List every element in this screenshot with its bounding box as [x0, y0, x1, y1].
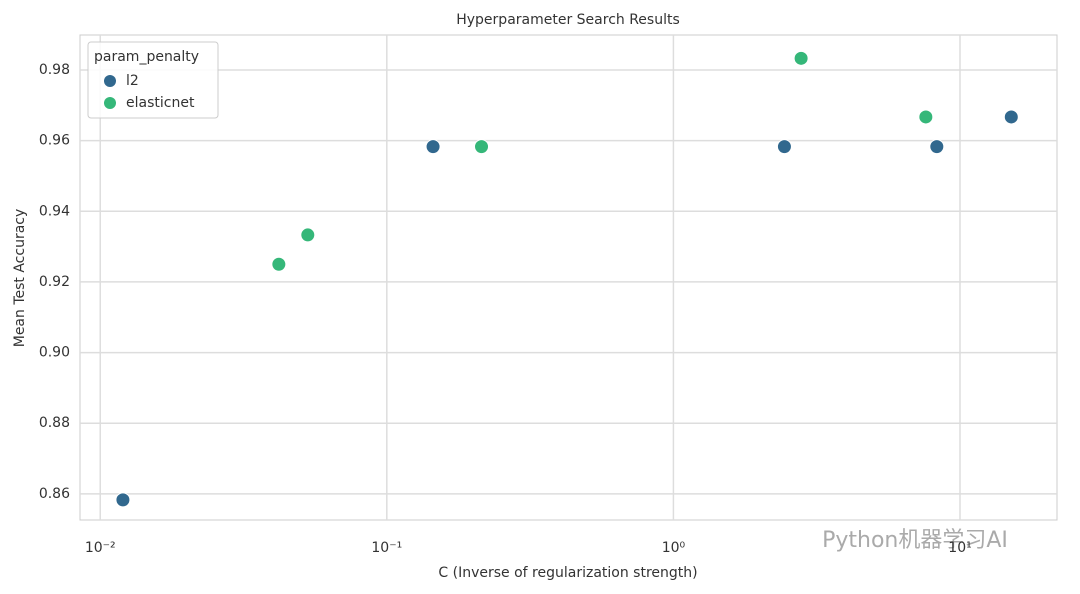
point [793, 50, 809, 66]
point [271, 256, 287, 272]
y-tick-label: 0.92 [39, 274, 70, 290]
point [776, 139, 792, 155]
y-tick-label: 0.88 [39, 415, 70, 431]
y-tick-label: 0.90 [39, 345, 70, 361]
x-axis-label: C (Inverse of regularization strength) [438, 565, 697, 581]
point [929, 139, 945, 155]
legend-marker [104, 97, 116, 109]
point [474, 139, 490, 155]
x-tick-label: 10⁻¹ [371, 540, 402, 556]
y-tick-label: 0.96 [39, 133, 70, 149]
point [300, 227, 316, 243]
x-tick-label: 10⁰ [662, 540, 686, 556]
legend-title: param_penalty [94, 49, 199, 65]
y-axis-label: Mean Test Accuracy [12, 209, 28, 348]
x-tick-label: 10¹ [948, 540, 971, 556]
y-tick-label: 0.98 [39, 62, 70, 78]
point [425, 139, 441, 155]
x-tick-label: 10⁻² [85, 540, 116, 556]
plot-frame [79, 34, 1058, 521]
legend-label: l2 [126, 73, 139, 89]
point [918, 109, 934, 125]
legend-marker [104, 75, 116, 87]
point [115, 492, 131, 508]
y-tick-label: 0.94 [39, 203, 70, 219]
chart-title: Hyperparameter Search Results [456, 12, 680, 28]
legend-box [87, 41, 219, 119]
watermark: Python机器学习AI [822, 528, 1008, 553]
y-tick-label: 0.86 [39, 486, 70, 502]
point [1003, 109, 1019, 125]
legend-label: elasticnet [126, 95, 195, 111]
